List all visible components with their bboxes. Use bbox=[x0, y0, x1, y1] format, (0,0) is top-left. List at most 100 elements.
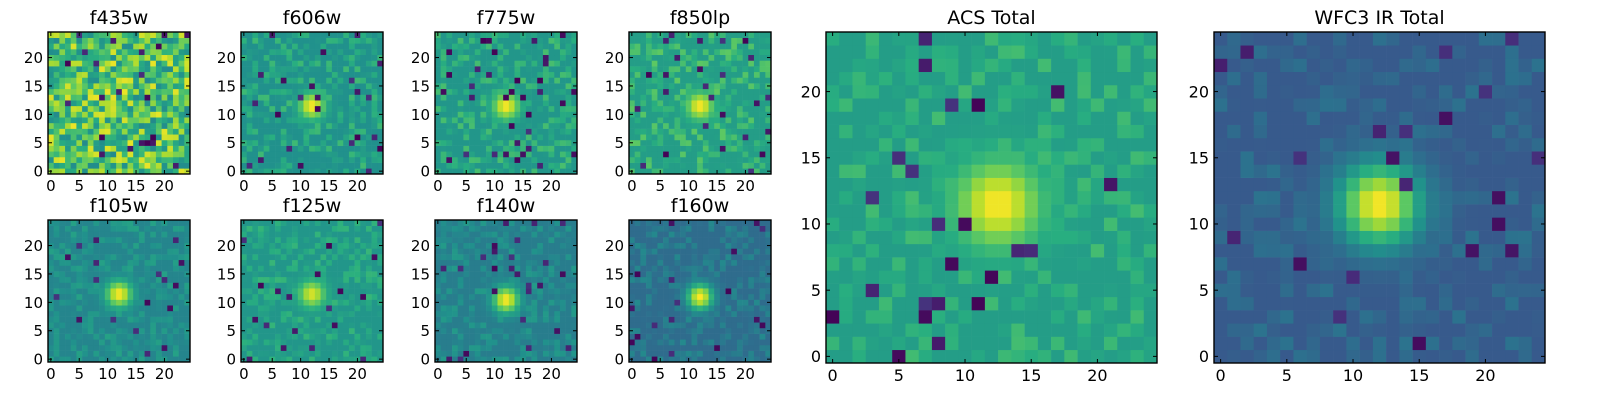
heatmap-cell bbox=[53, 54, 60, 61]
heatmap-cell bbox=[469, 105, 476, 112]
heatmap-cell bbox=[172, 32, 179, 38]
heatmap-cell bbox=[714, 71, 721, 78]
heatmap-cell bbox=[309, 151, 316, 158]
heatmap-cell bbox=[121, 293, 128, 300]
heatmap-cell bbox=[82, 288, 89, 295]
heatmap-cell bbox=[508, 231, 515, 238]
heatmap-cell bbox=[719, 316, 726, 323]
heatmap-cell bbox=[748, 128, 755, 135]
heatmap-cell bbox=[697, 122, 704, 129]
heatmap-cell bbox=[537, 276, 544, 283]
heatmap-cell bbox=[629, 156, 635, 163]
heatmap-cell bbox=[719, 94, 726, 101]
heatmap-cell bbox=[70, 122, 77, 129]
heatmap-cell bbox=[719, 60, 726, 67]
heatmap-cell bbox=[680, 128, 687, 135]
heatmap-cell bbox=[286, 54, 293, 61]
heatmap-cell bbox=[241, 145, 247, 152]
heatmap-cell bbox=[87, 322, 94, 329]
heatmap-cell bbox=[76, 282, 83, 289]
heatmap-cell bbox=[525, 94, 532, 101]
heatmap-cell bbox=[736, 156, 743, 163]
heatmap-cell bbox=[736, 333, 743, 340]
heatmap-cell bbox=[463, 77, 470, 84]
heatmap-image bbox=[435, 220, 578, 363]
heatmap-cell bbox=[241, 122, 247, 129]
heatmap-cell bbox=[70, 66, 77, 73]
heatmap-cell bbox=[759, 94, 766, 101]
heatmap-cell bbox=[554, 327, 561, 334]
heatmap-cell bbox=[348, 356, 355, 363]
heatmap-cell bbox=[565, 259, 572, 266]
heatmap-cell bbox=[691, 83, 698, 90]
heatmap-cell bbox=[497, 242, 504, 249]
heatmap-cell bbox=[309, 299, 316, 306]
heatmap-cell bbox=[155, 231, 162, 238]
heatmap-cell bbox=[76, 327, 83, 334]
heatmap-cell bbox=[184, 293, 191, 300]
heatmap-cell bbox=[377, 276, 384, 283]
heatmap-cell bbox=[497, 231, 504, 238]
heatmap-cell bbox=[514, 248, 521, 255]
x-tick-label: 20 bbox=[348, 365, 367, 383]
heatmap-cell bbox=[640, 293, 647, 300]
heatmap-cell bbox=[753, 344, 760, 351]
heatmap-cell bbox=[87, 271, 94, 278]
heatmap-cell bbox=[286, 276, 293, 283]
heatmap-cell bbox=[70, 265, 77, 272]
heatmap-cell bbox=[753, 356, 760, 363]
heatmap-cell bbox=[178, 54, 185, 61]
heatmap-cell bbox=[469, 305, 476, 312]
heatmap-cell bbox=[138, 117, 145, 124]
heatmap-cell bbox=[53, 327, 60, 334]
heatmap-cell bbox=[646, 156, 653, 163]
heatmap-cell bbox=[759, 117, 766, 124]
heatmap-cell bbox=[263, 282, 270, 289]
heatmap-cell bbox=[736, 151, 743, 158]
heatmap-cell bbox=[714, 350, 721, 357]
heatmap-cell bbox=[178, 43, 185, 50]
heatmap-cell bbox=[343, 322, 350, 329]
heatmap-cell bbox=[155, 305, 162, 312]
heatmap-cell bbox=[155, 299, 162, 306]
heatmap-cell bbox=[263, 276, 270, 283]
heatmap-cell bbox=[354, 350, 361, 357]
heatmap-cell bbox=[474, 162, 481, 169]
heatmap-cell bbox=[520, 339, 527, 346]
heatmap-cell bbox=[440, 43, 447, 50]
heatmap-cell bbox=[76, 145, 83, 152]
heatmap-cell bbox=[82, 117, 89, 124]
heatmap-cell bbox=[365, 350, 372, 357]
heatmap-cell bbox=[742, 156, 749, 163]
heatmap-cell bbox=[377, 237, 384, 244]
heatmap-cell bbox=[474, 316, 481, 323]
heatmap-cell bbox=[657, 88, 664, 95]
heatmap-cell bbox=[99, 293, 106, 300]
heatmap-cell bbox=[742, 327, 749, 334]
heatmap-cell bbox=[76, 316, 83, 323]
heatmap-cell bbox=[292, 37, 299, 44]
heatmap-cell bbox=[87, 276, 94, 283]
heatmap-cell bbox=[503, 225, 510, 232]
heatmap-cell bbox=[508, 220, 515, 226]
heatmap-cell bbox=[53, 71, 60, 78]
heatmap-cell bbox=[508, 156, 515, 163]
heatmap-cell bbox=[651, 305, 658, 312]
heatmap-cell bbox=[708, 71, 715, 78]
heatmap-cell bbox=[657, 122, 664, 129]
heatmap-cell bbox=[258, 60, 265, 67]
heatmap-cell bbox=[548, 162, 555, 169]
heatmap-cell bbox=[463, 128, 470, 135]
heatmap-cell bbox=[497, 299, 504, 306]
heatmap-cell bbox=[446, 231, 453, 238]
heatmap-cell bbox=[486, 162, 493, 169]
heatmap-cell bbox=[337, 305, 344, 312]
heatmap-cell bbox=[377, 282, 384, 289]
heatmap-cell bbox=[565, 271, 572, 278]
heatmap-cell bbox=[110, 60, 117, 67]
heatmap-cell bbox=[110, 156, 117, 163]
heatmap-cell bbox=[70, 71, 77, 78]
heatmap-cell bbox=[167, 105, 174, 112]
heatmap-cell bbox=[93, 333, 100, 340]
heatmap-cell bbox=[258, 77, 265, 84]
